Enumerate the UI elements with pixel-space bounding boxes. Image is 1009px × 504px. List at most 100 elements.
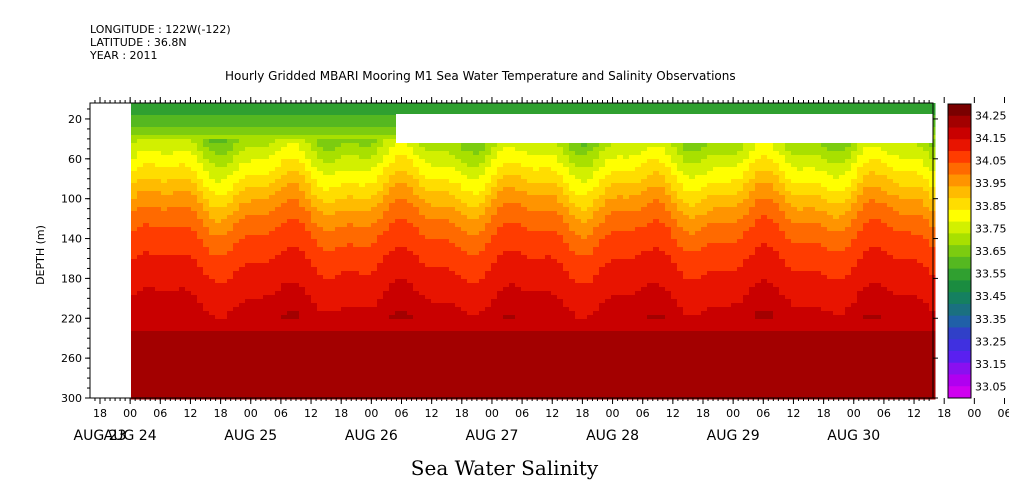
heatmap-cell [347,323,354,328]
heatmap-cell [497,359,504,364]
heatmap-cell [503,239,510,244]
heatmap-cell [461,323,468,328]
heatmap-cell [401,231,408,236]
heatmap-cell [449,167,456,172]
heatmap-cell [233,111,240,116]
heatmap-cell [461,195,468,200]
heatmap-cell [239,127,246,132]
heatmap-cell [185,339,192,344]
heatmap-cell [185,219,192,224]
heatmap-cell [485,231,492,236]
heatmap-cell [461,235,468,240]
heatmap-cell [365,343,372,348]
heatmap-cell [347,103,354,108]
heatmap-cell [287,103,294,108]
heatmap-cell [479,251,486,256]
heatmap-cell [179,247,186,252]
heatmap-cell [359,227,366,232]
heatmap-cell [299,395,306,400]
heatmap-cell [185,335,192,340]
heatmap-cell [341,203,348,208]
heatmap-cell [521,267,528,272]
heatmap-cell [167,315,174,320]
heatmap-cell [203,211,210,216]
heatmap-cell [311,215,318,220]
heatmap-cell [245,295,252,300]
heatmap-cell [203,335,210,340]
heatmap-cell [299,175,306,180]
heatmap-cell [365,231,372,236]
heatmap-cell [167,111,174,116]
heatmap-cell [527,207,534,212]
heatmap-cell [239,311,246,316]
heatmap-cell [269,327,276,332]
heatmap-cell [143,323,150,328]
heatmap-cell [245,151,252,156]
heatmap-cell [503,155,510,160]
heatmap-cell [359,315,366,320]
heatmap-cell [323,367,330,372]
heatmap-cell [335,215,342,220]
heatmap-cell [455,307,462,312]
heatmap-cell [311,387,318,392]
heatmap-cell [203,339,210,344]
heatmap-cell [431,155,438,160]
heatmap-cell [359,395,366,400]
heatmap-cell [359,115,366,120]
heatmap-cell [533,191,540,196]
heatmap-cell [287,167,294,172]
heatmap-cell [449,303,456,308]
heatmap-cell [401,259,408,264]
heatmap-cell [527,231,534,236]
heatmap-cell [473,227,480,232]
heatmap-cell [299,231,306,236]
heatmap-cell [389,311,396,316]
heatmap-cell [143,199,150,204]
heatmap-cell [287,115,294,120]
heatmap-cell [287,287,294,292]
heatmap-cell [263,247,270,252]
heatmap-cell [161,391,168,396]
heatmap-cell [245,383,252,388]
heatmap-cell [185,135,192,140]
heatmap-cell [131,207,138,212]
heatmap-cell [353,287,360,292]
heatmap-cell [443,183,450,188]
heatmap-cell [245,107,252,112]
heatmap-cell [257,199,264,204]
heatmap-cell [467,251,474,256]
heatmap-cell [419,211,426,216]
heatmap-cell [473,375,480,380]
heatmap-cell [143,307,150,312]
heatmap-cell [485,215,492,220]
heatmap-cell [431,147,438,152]
heatmap-cell [413,383,420,388]
heatmap-cell [431,287,438,292]
heatmap-cell [257,355,264,360]
heatmap-cell [365,191,372,196]
heatmap-cell [365,371,372,376]
heatmap-cell [503,199,510,204]
heatmap-cell [185,347,192,352]
heatmap-cell [137,363,144,368]
heatmap-cell [503,263,510,268]
heatmap-cell [155,379,162,384]
heatmap-cell [209,311,216,316]
heatmap-cell [437,295,444,300]
heatmap-cell [431,311,438,316]
heatmap-cell [311,319,318,324]
heatmap-cell [221,123,228,128]
heatmap-cell [353,379,360,384]
heatmap-cell [353,387,360,392]
heatmap-cell [197,251,204,256]
heatmap-cell [209,175,216,180]
heatmap-cell [155,295,162,300]
heatmap-cell [419,155,426,160]
heatmap-cell [365,235,372,240]
heatmap-cell [167,227,174,232]
heatmap-cell [275,343,282,348]
heatmap-cell [341,103,348,108]
heatmap-cell [209,331,216,336]
heatmap-cell [179,195,186,200]
heatmap-cell [521,167,528,172]
